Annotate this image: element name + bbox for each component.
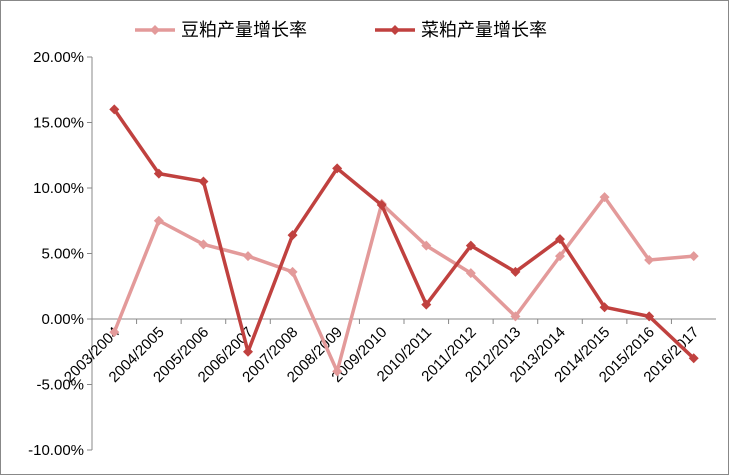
point bbox=[421, 240, 432, 251]
y-tick-label: 0.00% bbox=[41, 311, 84, 328]
legend-label: 菜粕产量增长率 bbox=[421, 20, 547, 40]
point bbox=[287, 266, 298, 277]
point bbox=[688, 251, 699, 262]
series-line bbox=[112, 195, 694, 374]
point bbox=[599, 192, 610, 203]
legend-marker bbox=[150, 25, 160, 35]
point bbox=[421, 299, 432, 310]
point bbox=[555, 234, 565, 245]
y-tick-label: -5.00% bbox=[36, 377, 84, 394]
point bbox=[243, 346, 253, 357]
point bbox=[198, 176, 209, 187]
point bbox=[599, 302, 610, 313]
y-tick-label: 20.00% bbox=[33, 49, 84, 66]
point bbox=[644, 311, 655, 322]
point bbox=[332, 163, 343, 174]
point bbox=[153, 215, 164, 226]
series-line bbox=[112, 108, 695, 360]
point bbox=[109, 104, 120, 115]
point bbox=[644, 255, 655, 266]
point bbox=[153, 168, 164, 179]
point bbox=[465, 268, 476, 279]
legend-label: 豆粕产量增长率 bbox=[181, 20, 307, 40]
point bbox=[688, 353, 699, 364]
legend-marker bbox=[390, 25, 400, 35]
y-tick-label: 15.00% bbox=[33, 115, 84, 132]
point bbox=[510, 311, 521, 322]
point bbox=[243, 251, 253, 262]
point bbox=[332, 366, 343, 377]
point bbox=[287, 230, 298, 241]
y-tick-label: 5.00% bbox=[41, 246, 84, 263]
point bbox=[555, 251, 565, 262]
point bbox=[109, 327, 120, 338]
point bbox=[198, 239, 209, 250]
point bbox=[376, 200, 387, 211]
point bbox=[465, 240, 476, 251]
point bbox=[510, 266, 521, 277]
y-tick-label: 10.00% bbox=[33, 180, 84, 197]
y-tick-label: -10.00% bbox=[28, 442, 84, 459]
